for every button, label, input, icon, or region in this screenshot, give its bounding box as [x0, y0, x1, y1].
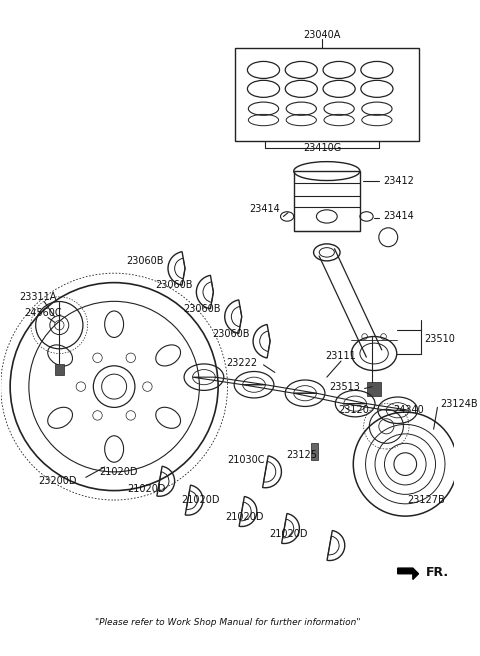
Bar [294, 171, 360, 231]
Text: 23060B: 23060B [127, 256, 164, 266]
Text: 23510: 23510 [424, 335, 455, 344]
Text: 23414: 23414 [249, 204, 279, 214]
Text: 21020D: 21020D [225, 512, 264, 522]
Text: 23410G: 23410G [303, 144, 341, 154]
Text: 21020D: 21020D [128, 483, 166, 494]
Text: 23412: 23412 [384, 176, 414, 186]
Bar [457, 469, 474, 476]
Text: 23120: 23120 [338, 405, 369, 415]
Text: 24340: 24340 [393, 405, 424, 415]
Text: 23111: 23111 [325, 352, 356, 361]
Text: 23124B: 23124B [440, 399, 478, 409]
Text: 24560C: 24560C [24, 308, 62, 318]
Polygon shape [398, 568, 419, 579]
Text: 21030C: 21030C [228, 455, 265, 465]
Text: 23414: 23414 [384, 211, 414, 222]
Bar [462, 459, 469, 468]
Bar [55, 364, 64, 375]
Text: 23040A: 23040A [303, 30, 341, 40]
Text: 23125: 23125 [286, 449, 317, 460]
Text: 23311A: 23311A [20, 292, 57, 302]
Text: 21020D: 21020D [99, 466, 138, 477]
Text: 21020D: 21020D [269, 529, 308, 539]
Text: 23127B: 23127B [407, 495, 445, 505]
Bar [235, 48, 419, 141]
Text: 23513: 23513 [329, 382, 360, 392]
Bar [311, 443, 318, 461]
Text: 23060B: 23060B [183, 304, 221, 314]
Text: 23060B: 23060B [212, 329, 249, 338]
Text: 23222: 23222 [227, 358, 258, 368]
Text: 21020D: 21020D [181, 495, 220, 505]
Text: "Please refer to Work Shop Manual for further information": "Please refer to Work Shop Manual for fu… [95, 619, 360, 627]
Text: 23200D: 23200D [38, 476, 77, 486]
Text: 23060B: 23060B [155, 279, 192, 289]
Text: FR.: FR. [426, 566, 449, 579]
Bar [368, 382, 381, 396]
